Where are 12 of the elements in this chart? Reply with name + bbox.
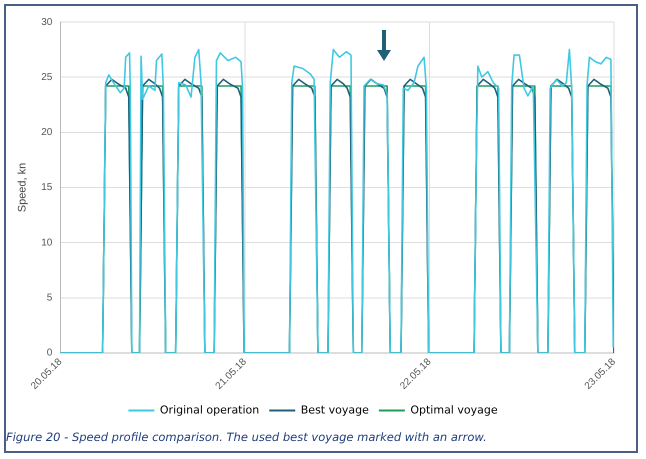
y-axis-title: Speed, kn xyxy=(16,162,29,212)
legend-label: Optimal voyage xyxy=(410,403,498,416)
caption: Figure 20 - Speed profile comparison. The used best voyage marked with an arrow. xyxy=(6,430,488,444)
y-tick-label: 30 xyxy=(41,16,53,28)
legend-label: Original operation xyxy=(160,403,260,416)
legend-label: Best voyage xyxy=(300,403,370,416)
y-tick-label: 5 xyxy=(46,292,53,304)
y-tick-label: 10 xyxy=(41,237,53,248)
y-tick-label: 15 xyxy=(41,182,53,194)
y-tick-label: 20 xyxy=(41,127,53,138)
y-tick-label: 25 xyxy=(41,72,53,83)
y-tick-label: 0 xyxy=(46,348,53,359)
